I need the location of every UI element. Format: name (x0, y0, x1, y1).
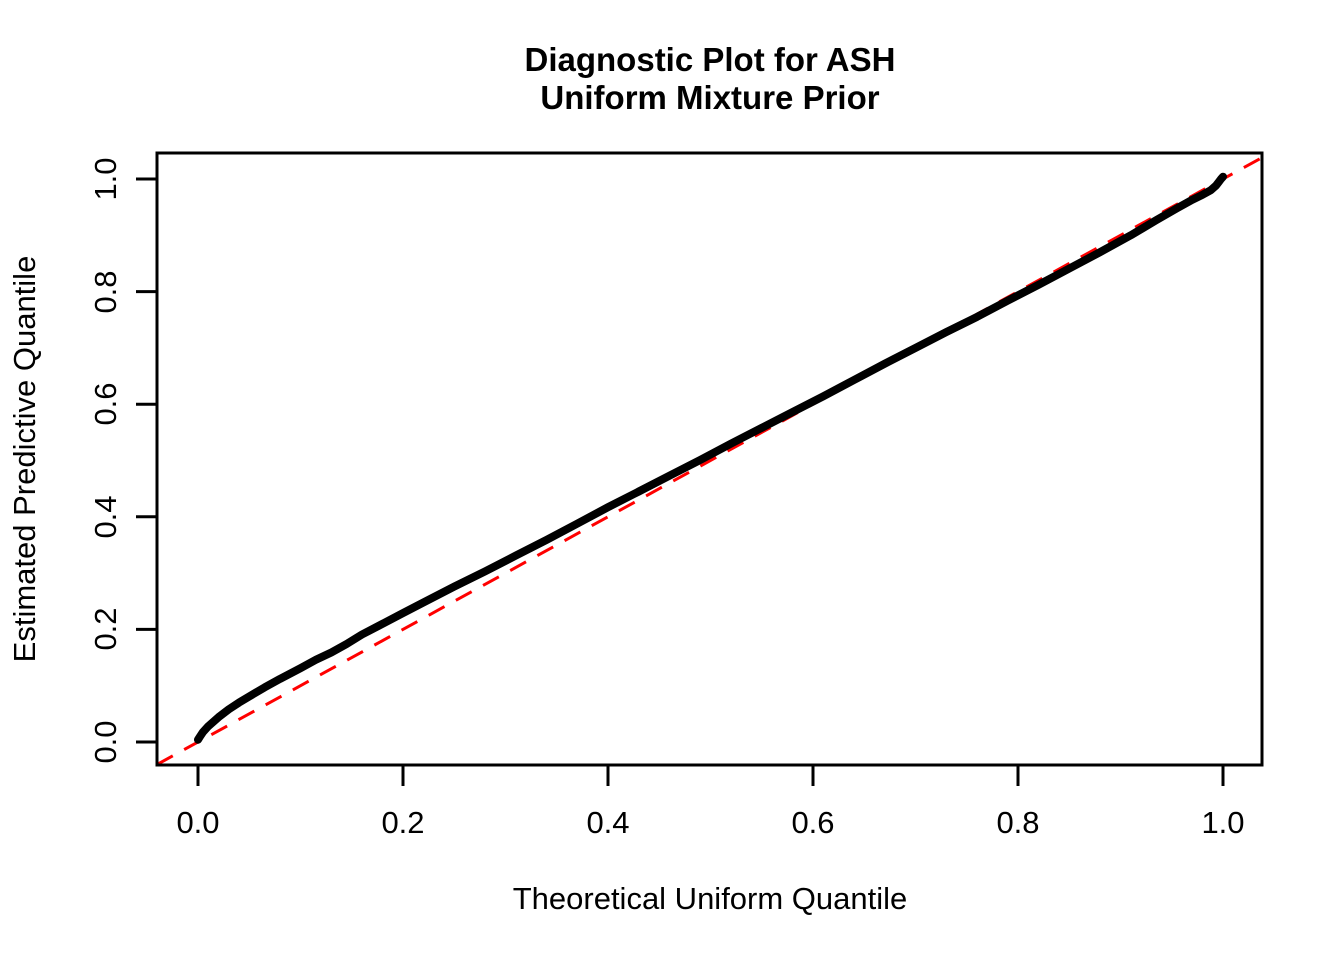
x-tick-label: 0.0 (176, 805, 220, 840)
y-tick-label: 0.2 (88, 607, 123, 651)
chart-title-line2: Uniform Mixture Prior (540, 79, 880, 116)
qq-curve-line (194, 172, 1227, 744)
x-axis-ticks (196, 765, 1225, 786)
y-axis-label: Estimated Predictive Quantile (7, 255, 42, 663)
y-tick-label: 1.0 (88, 157, 123, 201)
x-tick-label: 0.8 (996, 805, 1040, 840)
y-tick-label: 0.8 (88, 270, 123, 314)
identity-line (156, 156, 1263, 766)
y-tick-label: 0.0 (88, 720, 123, 764)
x-tick-label: 0.4 (586, 805, 630, 840)
y-axis-ticks (136, 177, 157, 744)
x-tick-label: 0.6 (791, 805, 835, 840)
chart-title-line1: Diagnostic Plot for ASH (524, 41, 896, 78)
y-tick-label: 0.4 (88, 495, 123, 539)
y-tick-label: 0.6 (88, 382, 123, 426)
x-tick-label: 0.2 (381, 805, 425, 840)
x-axis-label: Theoretical Uniform Quantile (512, 881, 908, 916)
identity-reference-line (156, 156, 1263, 766)
qq-curve (194, 172, 1227, 744)
plot-box (155, 151, 1264, 767)
chart-title: Diagnostic Plot for ASH Uniform Mixture … (525, 41, 896, 117)
x-tick-label: 1.0 (1201, 805, 1245, 840)
